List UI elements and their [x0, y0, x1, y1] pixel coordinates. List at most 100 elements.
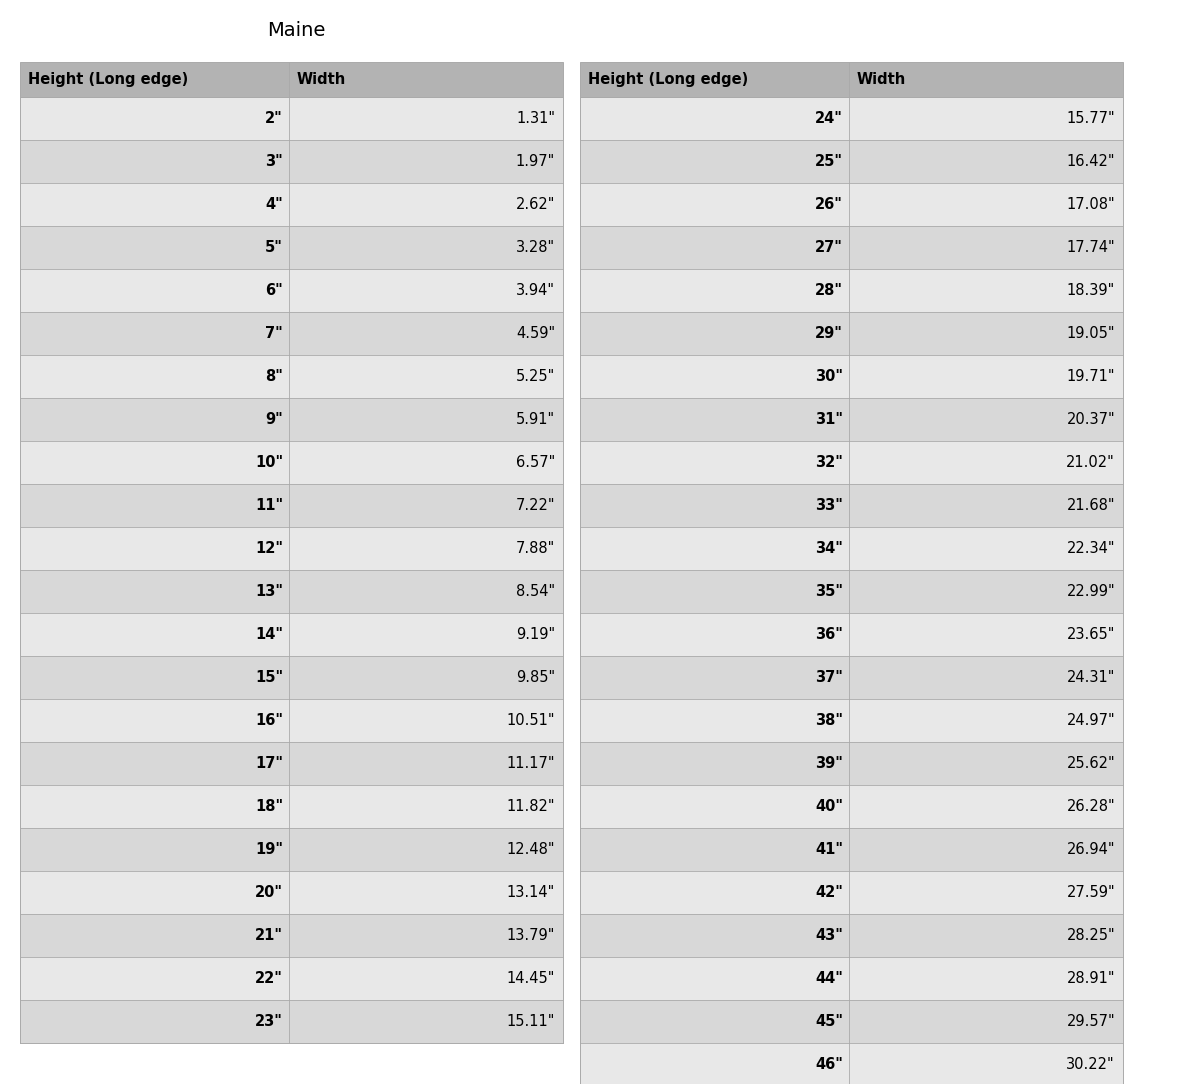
Text: 30.22": 30.22" — [1066, 1057, 1115, 1072]
Text: 9": 9" — [266, 412, 283, 427]
Text: 21": 21" — [255, 928, 283, 943]
Text: 40": 40" — [815, 799, 843, 814]
Text: 3.28": 3.28" — [516, 240, 555, 255]
Text: 8.54": 8.54" — [516, 584, 555, 599]
Text: 11": 11" — [255, 498, 283, 513]
Text: 1.31": 1.31" — [516, 111, 555, 126]
Text: 16": 16" — [255, 713, 283, 728]
Text: 10.51": 10.51" — [506, 713, 555, 728]
Text: 36": 36" — [815, 627, 843, 642]
Text: 17.74": 17.74" — [1066, 240, 1115, 255]
Text: 28.25": 28.25" — [1066, 928, 1115, 943]
Bar — [580, 656, 1123, 699]
Text: 24.97": 24.97" — [1066, 713, 1115, 728]
Text: 20.37": 20.37" — [1066, 412, 1115, 427]
Text: 37": 37" — [815, 670, 843, 685]
Bar — [20, 183, 563, 225]
Text: 22.34": 22.34" — [1066, 541, 1115, 556]
Bar — [580, 828, 1123, 872]
Text: Height (Long edge): Height (Long edge) — [28, 72, 189, 87]
Text: 11.82": 11.82" — [506, 799, 555, 814]
Text: 29": 29" — [815, 326, 843, 341]
Bar — [20, 398, 563, 441]
Text: 28.91": 28.91" — [1066, 971, 1115, 986]
Text: 18": 18" — [255, 799, 283, 814]
Bar — [20, 96, 563, 140]
Text: 31": 31" — [815, 412, 843, 427]
Text: 9.85": 9.85" — [516, 670, 555, 685]
Bar — [20, 354, 563, 398]
Text: 17": 17" — [255, 756, 283, 771]
Bar — [20, 656, 563, 699]
Bar — [20, 612, 563, 656]
Text: 3.94": 3.94" — [516, 283, 555, 298]
Bar — [20, 699, 563, 743]
Text: 28": 28" — [815, 283, 843, 298]
Text: 25.62": 25.62" — [1066, 756, 1115, 771]
Bar — [20, 785, 563, 828]
Bar — [580, 354, 1123, 398]
Text: 14": 14" — [255, 627, 283, 642]
Bar — [580, 441, 1123, 483]
Text: Height (Long edge): Height (Long edge) — [588, 72, 748, 87]
Text: 7.88": 7.88" — [516, 541, 555, 556]
Text: 32": 32" — [815, 455, 843, 470]
Text: 23": 23" — [255, 1014, 283, 1029]
Text: 24": 24" — [815, 111, 843, 126]
Bar — [580, 570, 1123, 612]
Bar — [20, 872, 563, 914]
Text: 7": 7" — [266, 326, 283, 341]
Text: 1.97": 1.97" — [516, 154, 555, 169]
Text: 8": 8" — [266, 369, 283, 384]
Bar — [20, 483, 563, 527]
Bar — [580, 140, 1123, 183]
Text: 14.45": 14.45" — [506, 971, 555, 986]
Bar — [580, 96, 1123, 140]
Text: 25": 25" — [815, 154, 843, 169]
Text: 17.08": 17.08" — [1066, 197, 1115, 212]
Bar — [20, 140, 563, 183]
Text: 35": 35" — [815, 584, 843, 599]
Bar — [580, 269, 1123, 312]
Bar — [580, 743, 1123, 785]
Bar — [580, 398, 1123, 441]
Bar — [580, 914, 1123, 957]
Bar — [580, 225, 1123, 269]
Text: 26": 26" — [815, 197, 843, 212]
Text: 42": 42" — [815, 885, 843, 900]
Bar — [580, 483, 1123, 527]
Text: 30": 30" — [815, 369, 843, 384]
Text: 45": 45" — [815, 1014, 843, 1029]
Text: 5.25": 5.25" — [516, 369, 555, 384]
Bar — [580, 872, 1123, 914]
Bar — [580, 699, 1123, 743]
Text: 43": 43" — [815, 928, 843, 943]
Text: 27": 27" — [815, 240, 843, 255]
Bar — [20, 312, 563, 354]
Bar — [580, 62, 1123, 96]
Bar — [580, 1043, 1123, 1084]
Bar — [20, 62, 563, 96]
Text: 22.99": 22.99" — [1066, 584, 1115, 599]
Text: 5": 5" — [266, 240, 283, 255]
Text: 7.22": 7.22" — [516, 498, 555, 513]
Text: 33": 33" — [815, 498, 843, 513]
Bar — [20, 225, 563, 269]
Text: 46": 46" — [815, 1057, 843, 1072]
Text: Width: Width — [857, 72, 906, 87]
Bar — [20, 957, 563, 1001]
Text: 21.68": 21.68" — [1066, 498, 1115, 513]
Text: 13.14": 13.14" — [506, 885, 555, 900]
Text: 24.31": 24.31" — [1066, 670, 1115, 685]
Text: 39": 39" — [815, 756, 843, 771]
Text: 2": 2" — [266, 111, 283, 126]
Text: 16.42": 16.42" — [1066, 154, 1115, 169]
Bar — [580, 612, 1123, 656]
Bar — [20, 828, 563, 872]
Text: 6": 6" — [266, 283, 283, 298]
Bar — [580, 312, 1123, 354]
Bar — [580, 183, 1123, 225]
Text: 4": 4" — [266, 197, 283, 212]
Bar — [20, 527, 563, 570]
Text: 2.62": 2.62" — [516, 197, 555, 212]
